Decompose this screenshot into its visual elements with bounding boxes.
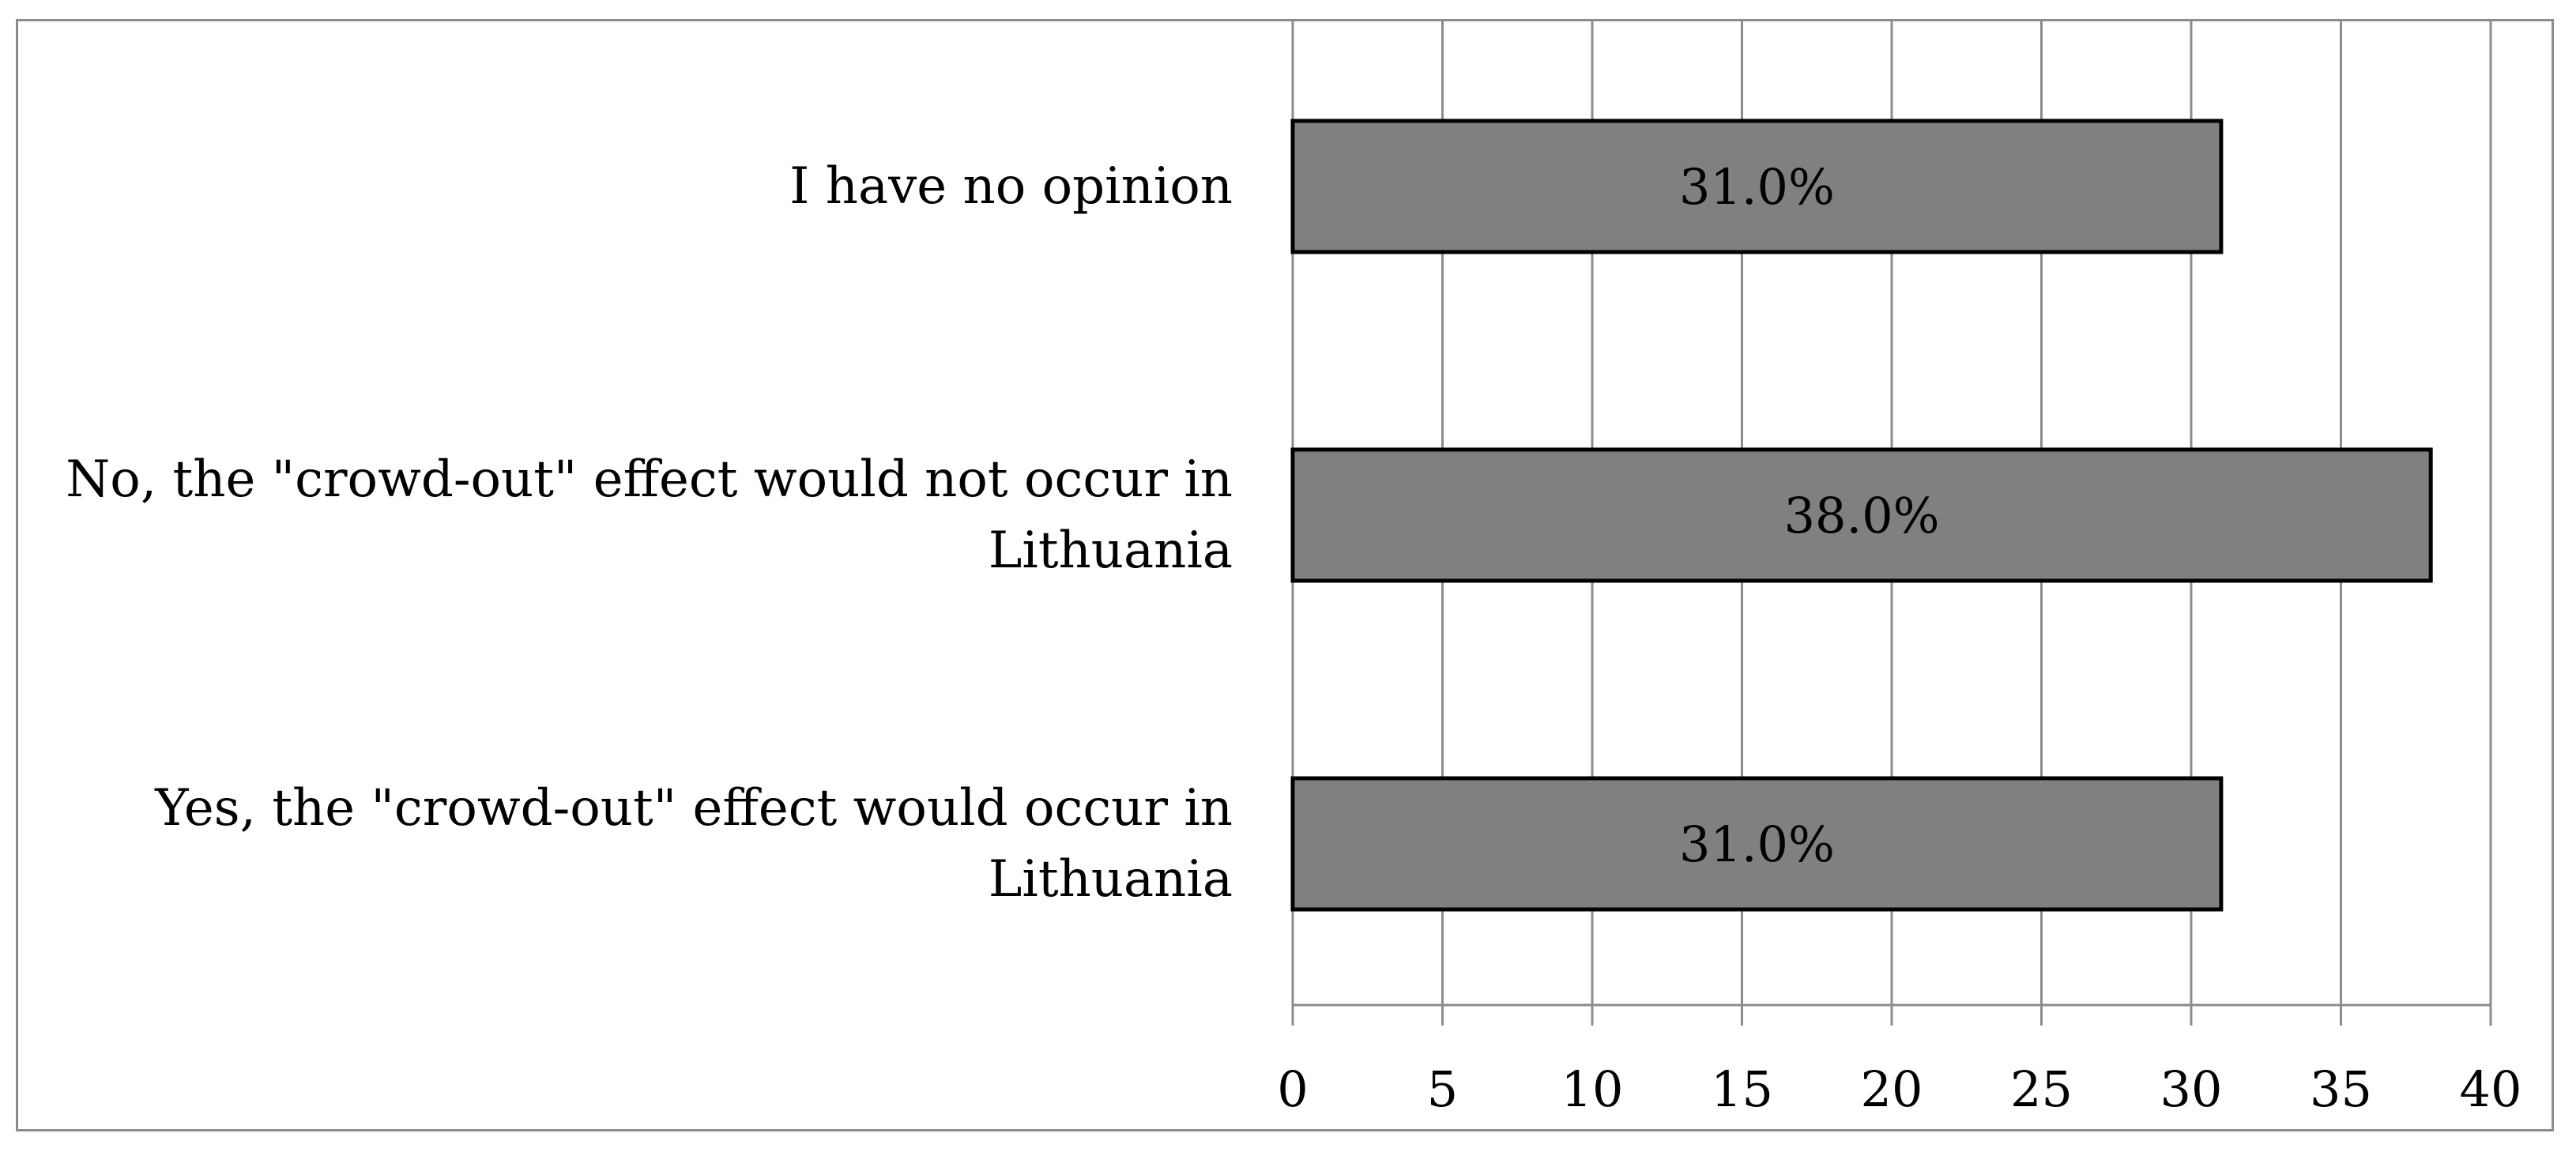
bar-data-label-1: 38.0% — [1784, 487, 1940, 544]
x-tick-label-10: 10 — [1561, 1060, 1624, 1118]
x-tick-label-30: 30 — [2160, 1060, 2223, 1118]
bar-2 — [1290, 776, 2224, 912]
bar-0 — [1290, 119, 2224, 254]
x-tick-label-35: 35 — [2310, 1060, 2372, 1118]
bar-1 — [1290, 447, 2433, 583]
x-tick-label-5: 5 — [1427, 1060, 1458, 1118]
x-tick-label-20: 20 — [1861, 1060, 1923, 1118]
bar-data-label-0: 31.0% — [1679, 158, 1835, 216]
category-label-yes-crowd-out: Yes, the "crowd-out" effect would occur … — [155, 779, 1233, 909]
bar-labels: 31.0% 38.0% 31.0% — [1679, 158, 1940, 873]
x-tick-label-15: 15 — [1711, 1060, 1773, 1118]
bars — [1290, 119, 2433, 912]
bar-data-label-2: 31.0% — [1679, 815, 1835, 873]
category-label-no-crowd-out: No, the "crowd-out" effect would not occ… — [66, 450, 1233, 580]
x-tick-label-25: 25 — [2010, 1060, 2073, 1118]
x-tick-label-40: 40 — [2460, 1060, 2522, 1118]
x-tick-labels: 0 5 10 15 20 25 30 35 40 — [1277, 1060, 2521, 1118]
x-tick-label-0: 0 — [1277, 1060, 1308, 1118]
category-label-no-opinion: I have no opinion — [789, 157, 1233, 216]
